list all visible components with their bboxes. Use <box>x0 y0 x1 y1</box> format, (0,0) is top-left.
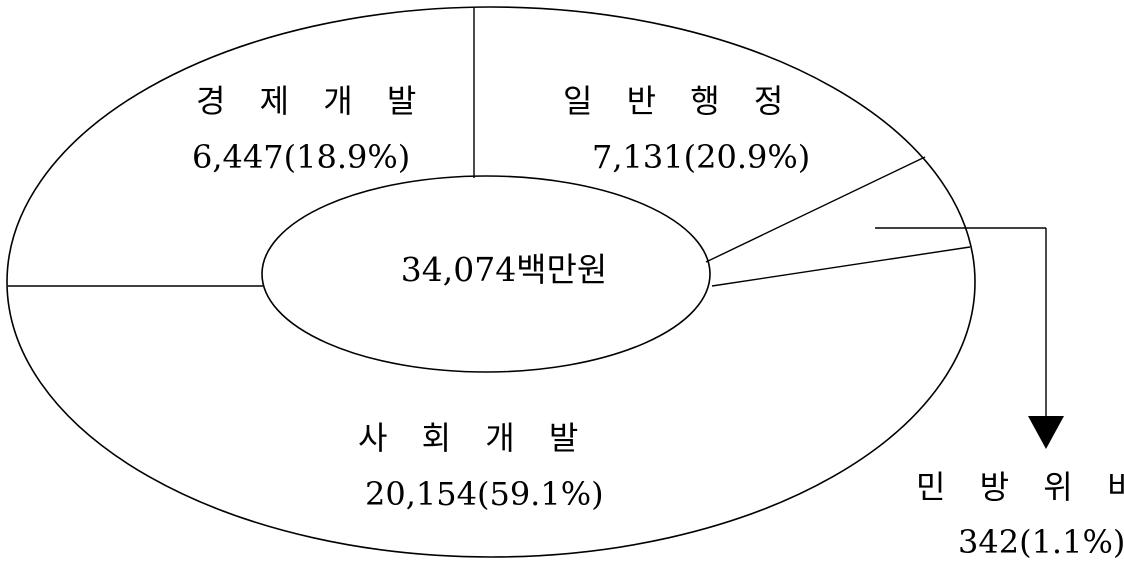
slice-label-economic-development-value: 6,447(18.9%) <box>192 138 410 176</box>
callout-arrow-icon <box>1028 416 1064 449</box>
separator-right-upper <box>705 156 926 263</box>
slice-label-economic-development-name: 경 제 개 발 <box>196 82 428 120</box>
inner-ring <box>261 175 711 373</box>
slice-label-social-development-name: 사 회 개 발 <box>358 419 590 457</box>
slice-label-general-administration-name: 일 반 행 정 <box>563 82 795 120</box>
slice-label-civil-defense-name: 민 방 위 비 <box>916 468 1124 506</box>
separator-right-lower <box>711 246 971 287</box>
center-label: 34,074백만원 <box>401 250 608 289</box>
outer-ring <box>6 6 976 558</box>
slice-label-general-administration-value: 7,131(20.9%) <box>592 138 810 176</box>
slice-label-social-development-value: 20,154(59.1%) <box>365 475 604 513</box>
slice-label-civil-defense-value: 342(1.1%) <box>958 523 1124 561</box>
